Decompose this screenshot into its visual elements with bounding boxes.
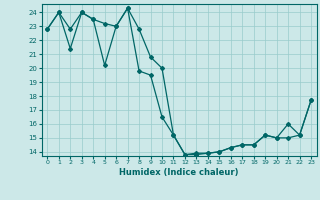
X-axis label: Humidex (Indice chaleur): Humidex (Indice chaleur) xyxy=(119,168,239,177)
